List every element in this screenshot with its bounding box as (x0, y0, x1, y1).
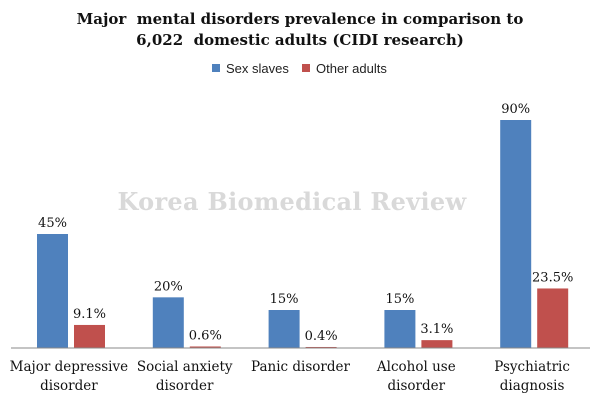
legend-swatch-1 (212, 64, 220, 72)
bar-other-adults-2 (189, 346, 221, 348)
category-label-4-line-2: disorder (388, 378, 446, 394)
category-label-5-line-1: Psychiatric (494, 359, 570, 375)
bar-other-adults-3 (305, 346, 337, 348)
bar-sex-slaves-2 (152, 297, 184, 348)
watermark: Korea Biomedical Review (118, 187, 468, 216)
legend-label-2: Other adults (316, 61, 387, 76)
data-label-sex-slaves-1: 45% (38, 216, 67, 231)
data-label-other-adults-4: 3.1% (420, 322, 453, 337)
legend-label-1: Sex slaves (226, 61, 289, 76)
bar-other-adults-4 (421, 340, 453, 348)
data-label-other-adults-5: 23.5% (532, 270, 573, 285)
category-label-3-line-1: Panic disorder (251, 359, 350, 375)
data-label-sex-slaves-5: 90% (501, 102, 530, 117)
category-label-1-line-2: disorder (40, 378, 98, 394)
legend-swatch-2 (302, 64, 310, 72)
bar-sex-slaves-4 (384, 310, 416, 348)
category-label-2-line-2: disorder (156, 378, 214, 394)
category-label-2-line-1: Social anxiety (137, 359, 233, 375)
bar-other-adults-5 (537, 288, 569, 348)
legend: Sex slaves Other adults (212, 61, 387, 76)
data-label-other-adults-2: 0.6% (189, 328, 222, 343)
data-label-sex-slaves-3: 15% (270, 292, 299, 307)
data-label-sex-slaves-2: 20% (154, 279, 183, 294)
category-label-5-line-2: diagnosis (500, 378, 565, 394)
category-label-1-line-1: Major depressive (10, 359, 128, 375)
chart-title-line-2: 6,022 domestic adults (CIDI research) (136, 31, 464, 49)
bar-sex-slaves-1 (37, 234, 68, 348)
bar-sex-slaves-3 (268, 310, 300, 348)
data-label-other-adults-1: 9.1% (73, 307, 106, 322)
chart-title-line-1: Major mental disorders prevalence in com… (77, 10, 524, 28)
chart-title: Major mental disorders prevalence in com… (77, 10, 524, 49)
data-label-sex-slaves-4: 15% (385, 292, 414, 307)
category-label-4-line-1: Alcohol use (376, 359, 456, 375)
bar-other-adults-1 (74, 324, 105, 348)
category-labels: Major depressive disorder Social anxiety di… (10, 359, 570, 394)
bars (37, 120, 569, 348)
data-label-other-adults-3: 0.4% (305, 329, 338, 344)
bar-sex-slaves-5 (500, 120, 532, 348)
data-labels: 45% 9.1% 20% 0.6% 15% 0.4% 15% 3.1% 90% 23.5% (38, 102, 573, 344)
